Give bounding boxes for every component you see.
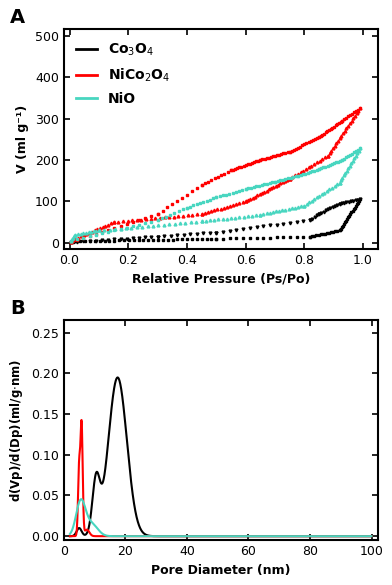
Text: A: A: [10, 8, 25, 27]
Text: B: B: [10, 300, 25, 318]
X-axis label: Relative Pressure (Ps/Po): Relative Pressure (Ps/Po): [132, 273, 310, 285]
Legend: Co$_3$O$_4$, NiCo$_2$O$_4$, NiO: Co$_3$O$_4$, NiCo$_2$O$_4$, NiO: [71, 36, 176, 112]
X-axis label: Pore Diameter (nm): Pore Diameter (nm): [151, 564, 290, 577]
Y-axis label: d(Vp)/d(Dp)(ml/g$\cdot$nm): d(Vp)/d(Dp)(ml/g$\cdot$nm): [8, 359, 25, 502]
Y-axis label: V (ml g⁻¹): V (ml g⁻¹): [16, 105, 29, 173]
